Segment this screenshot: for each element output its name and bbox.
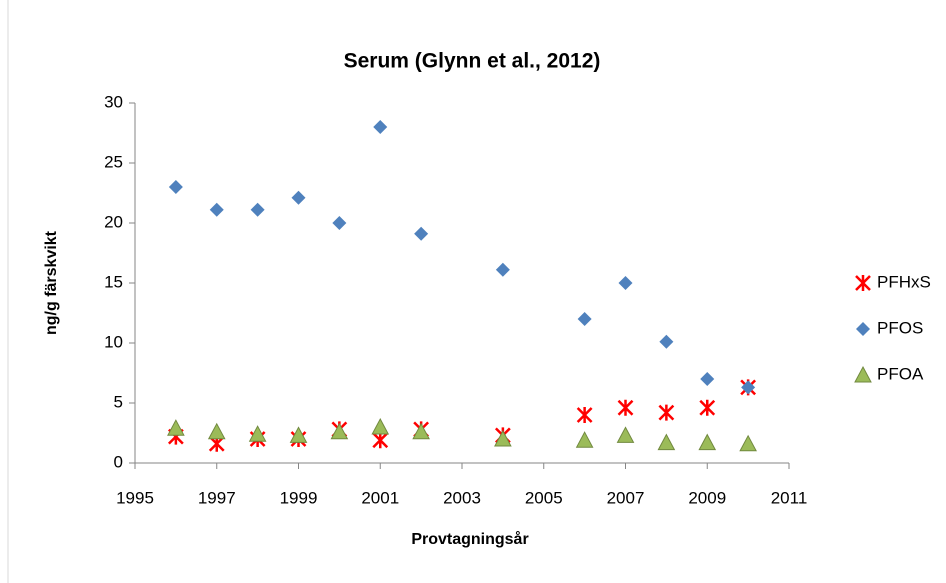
point: [250, 202, 265, 217]
chart-title: Serum (Glynn et al., 2012): [344, 50, 601, 73]
x-tick-label: 1999: [280, 488, 318, 507]
point: [332, 216, 347, 230]
legend-label: PFOS: [877, 318, 923, 337]
x-tick-label: 2001: [361, 488, 399, 507]
point: [167, 419, 185, 436]
y-tick-label: 25: [104, 152, 123, 171]
point: [414, 226, 429, 241]
point: [330, 422, 349, 440]
point: [373, 120, 388, 134]
y-tick-label: 10: [104, 332, 123, 351]
point: [168, 180, 183, 194]
point: [494, 429, 512, 447]
x-tick-label: 2007: [607, 488, 645, 507]
point: [659, 334, 674, 349]
point: [657, 433, 676, 451]
x-tick-label: 2003: [443, 488, 481, 507]
point: [739, 434, 757, 452]
legend-marker: [854, 365, 872, 383]
x-tick-label: 2005: [525, 488, 563, 507]
point: [209, 202, 224, 217]
point: [618, 276, 633, 290]
point: [371, 417, 390, 435]
point: [291, 190, 306, 205]
point: [700, 372, 715, 386]
point: [289, 426, 308, 443]
point: [207, 422, 226, 440]
legend-label: PFHxS: [877, 272, 931, 291]
y-tick-label: 5: [114, 392, 123, 411]
x-tick-label: 2011: [771, 488, 808, 507]
x-tick-label: 1995: [116, 488, 154, 507]
x-axis-title: Provtagningsår: [411, 530, 528, 548]
point: [412, 422, 430, 440]
y-tick-label: 0: [114, 452, 123, 471]
y-tick-label: 15: [104, 272, 123, 291]
x-tick-label: 1997: [198, 488, 236, 507]
point: [699, 399, 716, 416]
point: [575, 431, 594, 448]
point: [576, 407, 593, 423]
point: [658, 404, 675, 421]
point: [617, 399, 634, 416]
y-tick-label: 30: [104, 92, 123, 111]
point: [495, 262, 510, 277]
legend-marker: [855, 275, 871, 291]
point: [577, 312, 592, 326]
legend-label: PFOA: [877, 364, 924, 383]
y-tick-label: 20: [104, 212, 123, 231]
y-axis-title: ng/g färskvikt: [43, 230, 60, 335]
point: [698, 433, 717, 451]
point: [616, 426, 635, 443]
point: [372, 432, 389, 449]
legend-marker: [856, 322, 870, 336]
x-tick-label: 2009: [688, 488, 726, 507]
point: [741, 380, 756, 395]
point: [248, 425, 267, 442]
